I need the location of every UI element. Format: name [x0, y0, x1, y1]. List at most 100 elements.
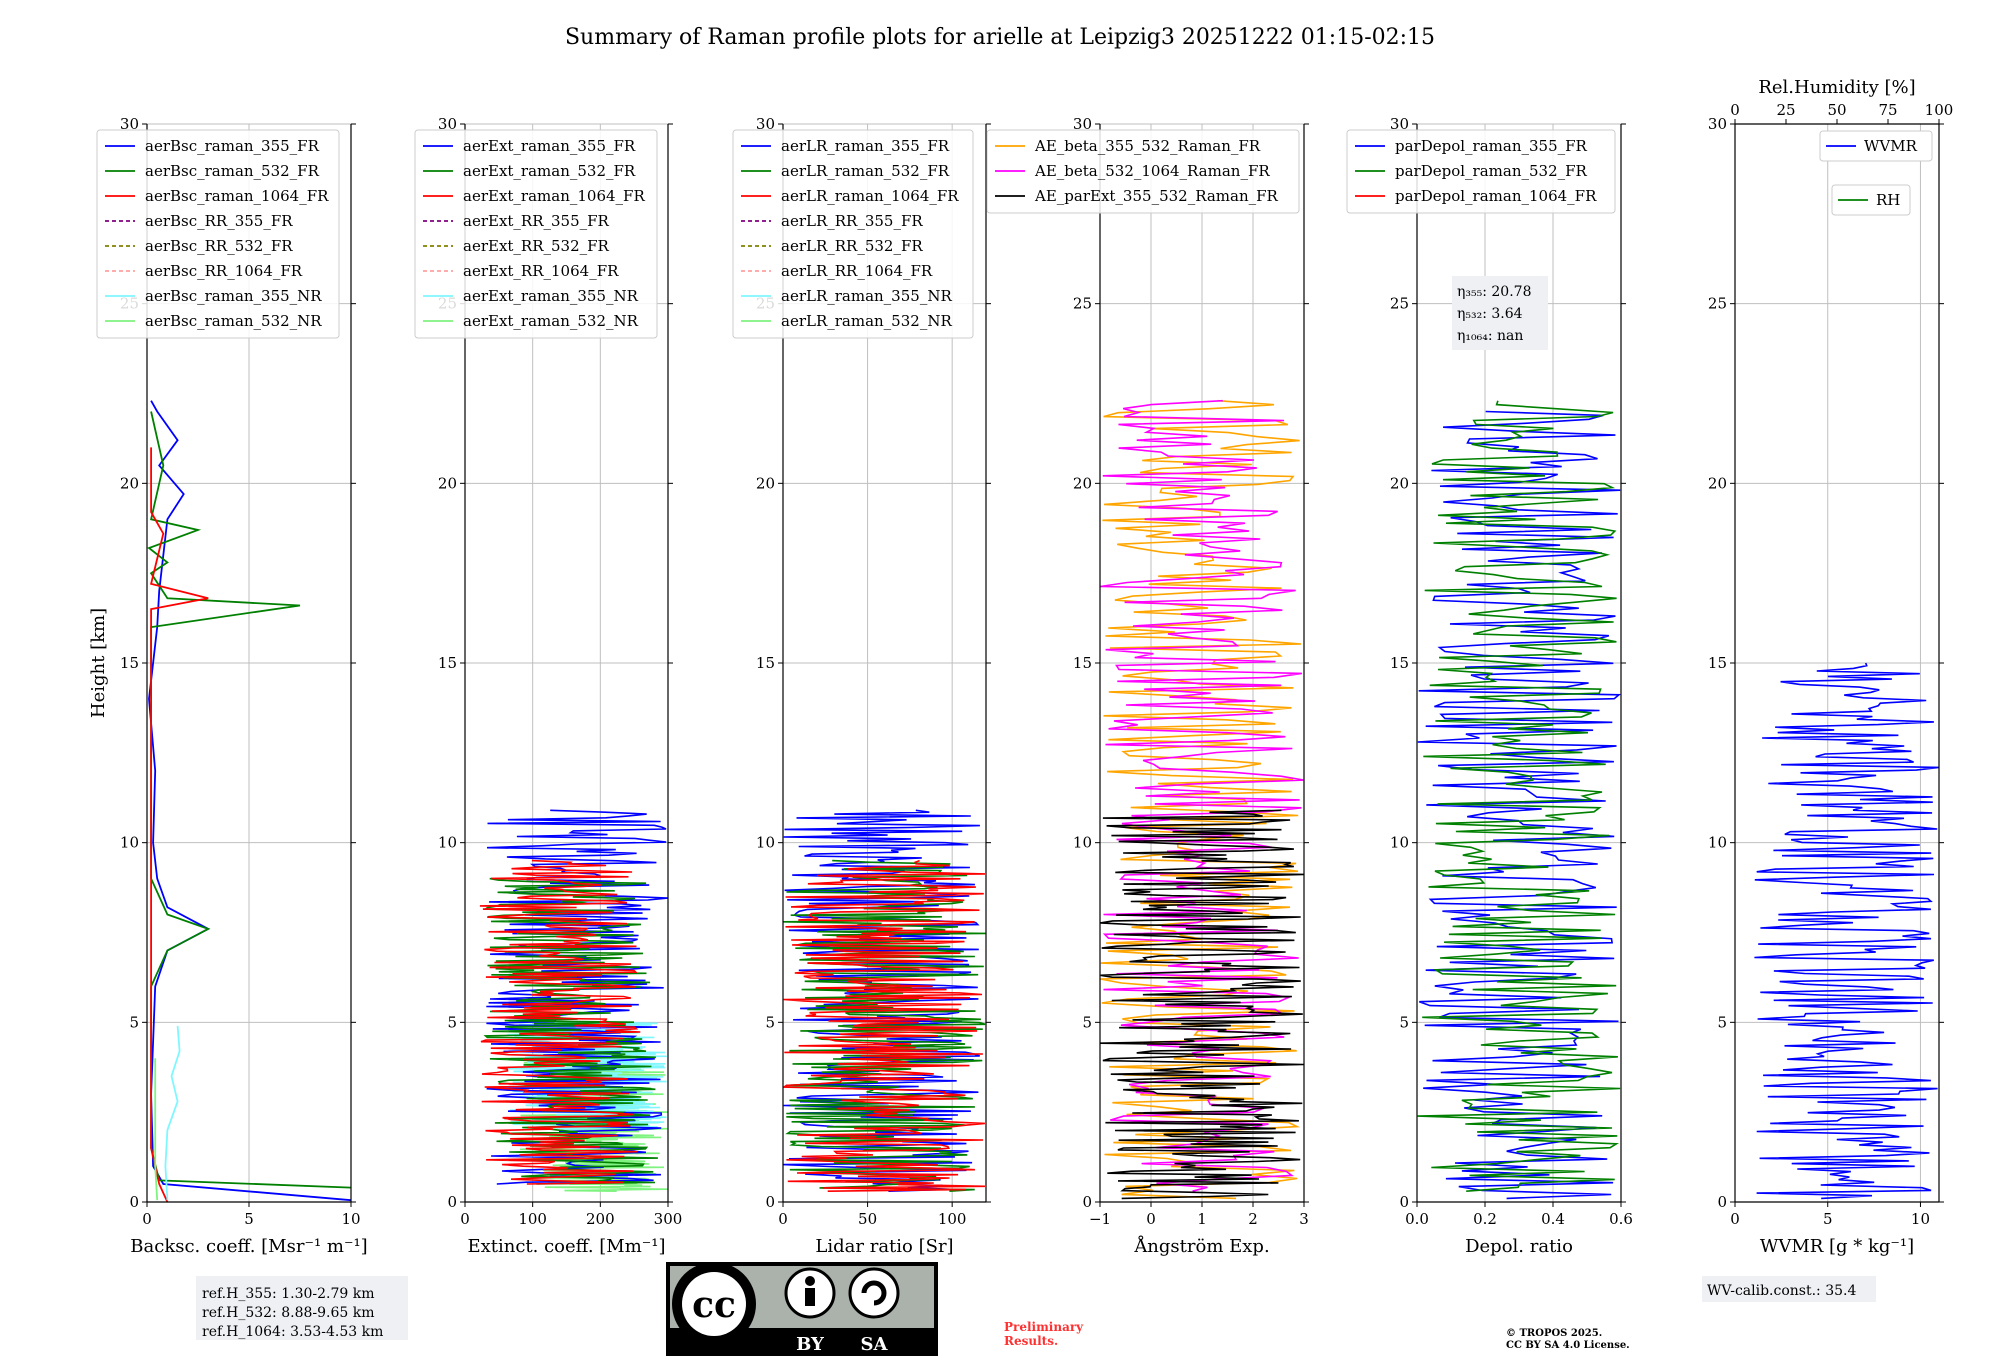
x-axis-label-ext: Extinct. coeff. [Mm⁻¹] [467, 1236, 665, 1257]
plot-area-wv [1754, 662, 1939, 1200]
cc-logo-inner [682, 1272, 746, 1336]
ytick-label-1: 5 [1082, 1013, 1092, 1031]
ytick-label-3: 15 [438, 654, 457, 672]
legend-label-aerLR_RR_532_FR: aerLR_RR_532_FR [781, 237, 923, 255]
xtick-label-3: 300 [654, 1210, 683, 1228]
ytick-label-4: 20 [120, 474, 139, 492]
legend-lr: aerLR_raman_355_FR aerLR_raman_532_FR aerL… [732, 129, 974, 339]
ytick-label-3: 15 [120, 654, 139, 672]
ytick-label-2: 10 [120, 834, 139, 852]
plot-area-lr [783, 809, 986, 1192]
ytick-label-3: 15 [1708, 654, 1727, 672]
legend-ae: AE_beta_355_532_Raman_FR AE_beta_532_1064… [986, 129, 1300, 214]
series-aerBsc_raman_1064_FR [150, 447, 209, 1202]
ytick-label-1: 5 [1399, 1013, 1409, 1031]
copyright-line2: CC BY SA 4.0 License. [1506, 1340, 1630, 1351]
ytick-label-5: 25 [1390, 295, 1409, 313]
legend-label-parDepol_raman_355_FR: parDepol_raman_355_FR [1395, 137, 1588, 155]
by-icon-head [805, 1276, 815, 1286]
series-AE_beta_532_1064_Raman_FR [1100, 399, 1304, 1192]
legend-label-aerBsc_RR_1064_FR: aerBsc_RR_1064_FR [145, 262, 303, 280]
legend-label-aerExt_RR_1064_FR: aerExt_RR_1064_FR [463, 262, 619, 280]
xtick-label-1: 5 [1823, 1210, 1833, 1228]
ytick-label-0: 0 [1082, 1193, 1092, 1211]
plot-area-ae [1100, 399, 1304, 1200]
xtick-label-2: 0.4 [1541, 1210, 1565, 1228]
ytick-label-1: 5 [1717, 1013, 1727, 1031]
legend-box [732, 129, 974, 339]
ref-h-355: ref.H_355: 1.30-2.79 km [202, 1286, 375, 1302]
x2tick-label-2: 50 [1827, 101, 1846, 119]
xtick-label-3: 2 [1248, 1210, 1258, 1228]
wv-calib-text: WV-calib.const.: 35.4 [1707, 1283, 1856, 1299]
legend-label-parDepol_raman_532_FR: parDepol_raman_532_FR [1395, 162, 1588, 180]
ytick-label-0: 0 [765, 1193, 775, 1211]
series-aerBsc_raman_532_FR [147, 411, 351, 1189]
cc-logo-text: cc [692, 1284, 736, 1326]
plot-area-ext [479, 809, 668, 1192]
ytick-label-1: 5 [129, 1013, 139, 1031]
legend-wv: WVMR RH [1819, 130, 1933, 216]
legend-label-aerExt_raman_532_NR: aerExt_raman_532_NR [463, 312, 639, 330]
legend-label-aerExt_raman_532_FR: aerExt_raman_532_FR [463, 162, 636, 180]
series-AE_beta_355_532_Raman_FR [1100, 399, 1302, 1200]
ytick-label-4: 20 [756, 474, 775, 492]
ytick-label-6: 30 [438, 115, 457, 133]
preliminary-line1: Preliminary [1004, 1320, 1084, 1334]
legend-label-aerBsc_raman_355_FR: aerBsc_raman_355_FR [145, 137, 320, 155]
legend-label-aerLR_raman_355_NR: aerLR_raman_355_NR [781, 287, 952, 305]
plot-area-depol [1417, 400, 1621, 1200]
badge-by-label: BY [796, 1334, 825, 1355]
legend-label-aerBsc_raman_355_NR: aerBsc_raman_355_NR [145, 287, 322, 305]
xtick-label-1: 50 [858, 1210, 877, 1228]
legend-label-aerExt_RR_532_FR: aerExt_RR_532_FR [463, 237, 610, 255]
ref-h-532: ref.H_532: 8.88-9.65 km [202, 1305, 375, 1321]
ytick-label-1: 5 [765, 1013, 775, 1031]
ytick-label-0: 0 [129, 1193, 139, 1211]
panel-lr: 050100051015202530Lidar ratio [Sr]aerLR_… [732, 115, 991, 1257]
legend-label-WVMR: WVMR [1864, 137, 1918, 155]
ytick-label-3: 15 [756, 654, 775, 672]
eta-line-0: η₃₅₅: 20.78 [1457, 284, 1531, 300]
legend-ext: aerExt_raman_355_FR aerExt_raman_532_FRae… [414, 129, 658, 339]
eta-line-1: η₅₃₂: 3.64 [1457, 306, 1523, 322]
wv-calib-box: WV-calib.const.: 35.4 [1702, 1276, 1876, 1302]
xtick-label-0: 0.0 [1405, 1210, 1429, 1228]
sa-icon-arrow [861, 1280, 887, 1306]
legend-box [986, 129, 1300, 214]
x2tick-label-0: 0 [1730, 101, 1740, 119]
legend-label-aerBsc_RR_532_FR: aerBsc_RR_532_FR [145, 237, 293, 255]
eta-box-bg [1452, 276, 1548, 350]
legend-label-AE_parExt_355_532_Raman_FR: AE_parExt_355_532_Raman_FR [1034, 187, 1279, 205]
y-axis-label: Height [km] [88, 608, 109, 718]
legend-label-aerLR_raman_1064_FR: aerLR_raman_1064_FR [781, 187, 959, 205]
xtick-label-2: 10 [1911, 1210, 1930, 1228]
panels: 0510051015202530Backsc. coeff. [Msr⁻¹ m⁻… [88, 77, 1953, 1257]
ytick-label-0: 0 [447, 1193, 457, 1211]
badge-sa-label: SA [861, 1334, 889, 1355]
legend-bsc: aerBsc_raman_355_FR aerBsc_raman_532_FRae… [96, 129, 340, 339]
legend-label-aerExt_raman_355_FR: aerExt_raman_355_FR [463, 137, 636, 155]
xtick-label-2: 1 [1197, 1210, 1207, 1228]
ytick-label-2: 10 [438, 834, 457, 852]
figure-title: Summary of Raman profile plots for ariel… [565, 25, 1435, 50]
series-WVMR [1754, 662, 1939, 1200]
series-parDepol_raman_532_FR [1417, 400, 1621, 1192]
xtick-label-1: 0 [1146, 1210, 1156, 1228]
preliminary-line2: Results. [1004, 1334, 1058, 1348]
series-aerExt_raman_532_FR [483, 877, 658, 1185]
panel-depol: 0.0 0.2 0.4 0.6 0 5 10 15 20 25 30 Depol. ratio parD… [1346, 115, 1633, 1257]
xtick-label-1: 100 [518, 1210, 547, 1228]
legend-label-aerBsc_raman_1064_FR: aerBsc_raman_1064_FR [145, 187, 329, 205]
eta-box: η₃₅₅: 20.78 η₅₃₂: 3.64 η₁₀₆₄: nan [1452, 276, 1548, 350]
legend-label-aerExt_raman_355_NR: aerExt_raman_355_NR [463, 287, 639, 305]
xtick-label-0: 0 [142, 1210, 152, 1228]
legend-label-aerBsc_RR_355_FR: aerBsc_RR_355_FR [145, 212, 293, 230]
ytick-label-3: 15 [1073, 654, 1092, 672]
x-axis-label-wv: WVMR [g * kg⁻¹] [1760, 1236, 1914, 1257]
xtick-label-0: 0 [778, 1210, 788, 1228]
series-aerExt_raman_1064_FR [479, 859, 641, 1185]
ytick-label-2: 10 [1390, 834, 1409, 852]
